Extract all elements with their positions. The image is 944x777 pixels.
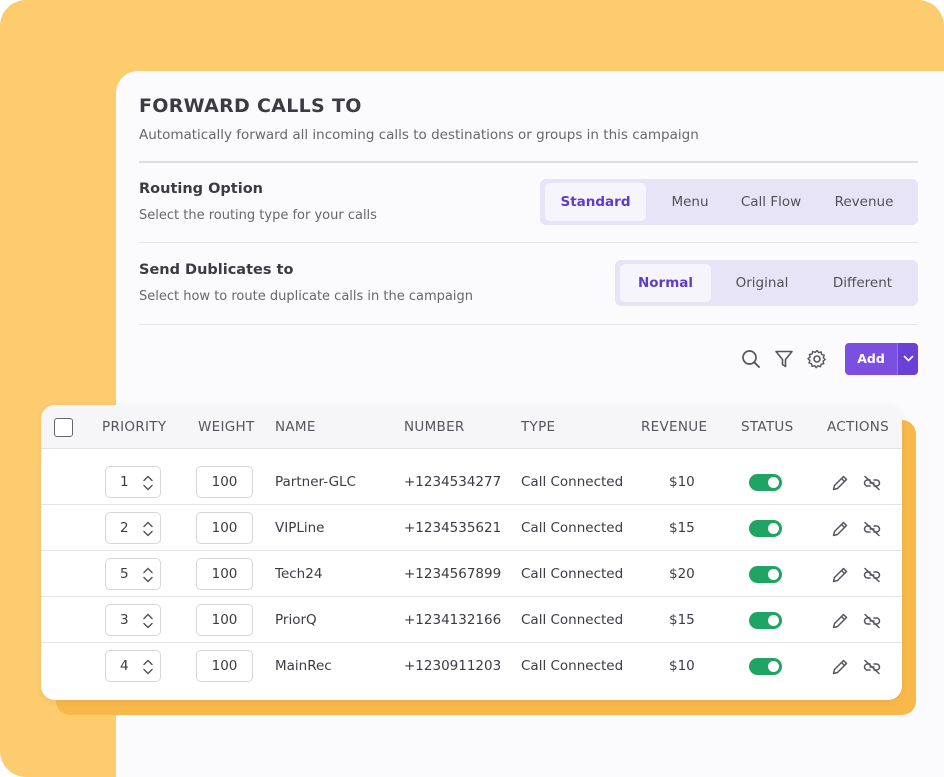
edit-pencil-icon[interactable]: [830, 473, 850, 493]
stepper-arrows-icon[interactable]: [142, 520, 154, 538]
unlink-icon[interactable]: [862, 473, 882, 493]
edit-pencil-icon[interactable]: [830, 657, 850, 677]
column-header-revenue[interactable]: REVENUE: [641, 419, 708, 435]
add-button[interactable]: Add: [845, 343, 897, 375]
column-header-status[interactable]: STATUS: [741, 419, 794, 435]
revenue-value: $10: [669, 474, 695, 490]
weight-input[interactable]: 100: [196, 604, 253, 636]
unlink-icon[interactable]: [862, 611, 882, 631]
column-header-weight[interactable]: WEIGHT: [198, 419, 255, 435]
destination-number: +1234567899: [404, 566, 502, 582]
search-icon[interactable]: [740, 348, 762, 370]
routing-option-revenue[interactable]: Revenue: [834, 194, 894, 210]
routing-option-standard[interactable]: Standard: [545, 183, 646, 221]
call-type: Call Connected: [521, 566, 624, 582]
destination-number: +1230911203: [404, 658, 502, 674]
weight-input[interactable]: 100: [196, 558, 253, 590]
duplicates-option-description: Select how to route duplicate calls in t…: [139, 289, 473, 304]
table-row: 3 100 PriorQ +1234132166 Call Connected $15: [41, 597, 902, 643]
destination-number: +1234535621: [404, 520, 502, 536]
edit-pencil-icon[interactable]: [830, 611, 850, 631]
page-subtitle: Automatically forward all incoming calls…: [139, 127, 699, 143]
routing-option-segmented-control: Standard Menu Call Flow Revenue: [540, 179, 918, 225]
duplicates-option-different[interactable]: Different: [832, 275, 893, 291]
priority-stepper[interactable]: 4: [105, 650, 161, 682]
select-all-checkbox[interactable]: [54, 418, 73, 437]
stepper-arrows-icon[interactable]: [142, 474, 154, 492]
status-toggle[interactable]: [749, 566, 782, 583]
duplicates-option-normal[interactable]: Normal: [620, 264, 711, 302]
page-title: FORWARD CALLS TO: [139, 95, 362, 117]
column-header-number[interactable]: NUMBER: [404, 419, 465, 435]
column-header-priority[interactable]: PRIORITY: [102, 419, 167, 435]
edit-pencil-icon[interactable]: [830, 565, 850, 585]
call-type: Call Connected: [521, 658, 624, 674]
weight-input[interactable]: 100: [196, 650, 253, 682]
table-row: 2 100 VIPLine +1234535621 Call Connected $15: [41, 505, 902, 551]
destination-number: +1234534277: [404, 474, 502, 490]
priority-value: 4: [120, 658, 129, 674]
destinations-table: PRIORITY WEIGHT NAME NUMBER TYPE REVENUE…: [41, 405, 902, 700]
unlink-icon[interactable]: [862, 519, 882, 539]
revenue-value: $15: [669, 612, 695, 628]
column-header-type[interactable]: TYPE: [521, 419, 556, 435]
status-toggle[interactable]: [749, 612, 782, 629]
routing-option-menu[interactable]: Menu: [671, 194, 709, 210]
priority-stepper[interactable]: 5: [105, 558, 161, 590]
priority-value: 2: [120, 520, 129, 536]
gear-icon[interactable]: [806, 348, 828, 370]
destination-name: PriorQ: [275, 612, 317, 628]
duplicates-option-title: Send Dublicates to: [139, 262, 294, 278]
destination-name: VIPLine: [275, 520, 325, 536]
status-toggle[interactable]: [749, 474, 782, 491]
add-dropdown-button[interactable]: [897, 343, 918, 375]
edit-pencil-icon[interactable]: [830, 519, 850, 539]
priority-stepper[interactable]: 3: [105, 604, 161, 636]
divider: [139, 324, 918, 325]
stepper-arrows-icon[interactable]: [142, 566, 154, 584]
priority-value: 1: [120, 474, 129, 490]
table-row: 1 100 Partner-GLC +1234534277 Call Connected…: [41, 459, 902, 505]
table-header: PRIORITY WEIGHT NAME NUMBER TYPE REVENUE…: [41, 405, 902, 449]
destination-number: +1234132166: [404, 612, 502, 628]
status-toggle[interactable]: [749, 658, 782, 675]
column-header-actions: ACTIONS: [827, 419, 890, 435]
stepper-arrows-icon[interactable]: [142, 612, 154, 630]
status-toggle[interactable]: [749, 520, 782, 537]
priority-stepper[interactable]: 2: [105, 512, 161, 544]
weight-input[interactable]: 100: [196, 466, 253, 498]
destination-name: Partner-GLC: [275, 474, 356, 490]
priority-stepper[interactable]: 1: [105, 466, 161, 498]
duplicates-option-original[interactable]: Original: [735, 275, 789, 291]
call-type: Call Connected: [521, 520, 624, 536]
divider: [139, 242, 918, 243]
revenue-value: $10: [669, 658, 695, 674]
unlink-icon[interactable]: [862, 657, 882, 677]
duplicates-segmented-control: Normal Original Different: [615, 260, 918, 306]
divider: [139, 161, 918, 163]
priority-value: 3: [120, 612, 129, 628]
routing-option-call-flow[interactable]: Call Flow: [740, 194, 802, 210]
revenue-value: $20: [669, 566, 695, 582]
unlink-icon[interactable]: [862, 565, 882, 585]
column-header-name[interactable]: NAME: [275, 419, 316, 435]
filter-icon[interactable]: [773, 348, 795, 370]
routing-option-title: Routing Option: [139, 181, 263, 197]
routing-option-description: Select the routing type for your calls: [139, 208, 377, 223]
call-type: Call Connected: [521, 474, 624, 490]
revenue-value: $15: [669, 520, 695, 536]
table-row: 5 100 Tech24 +1234567899 Call Connected $20: [41, 551, 902, 597]
priority-value: 5: [120, 566, 129, 582]
chevron-down-icon: [903, 355, 914, 362]
stepper-arrows-icon[interactable]: [142, 658, 154, 676]
destination-name: MainRec: [275, 658, 332, 674]
weight-input[interactable]: 100: [196, 512, 253, 544]
call-type: Call Connected: [521, 612, 624, 628]
destination-name: Tech24: [275, 566, 323, 582]
table-row: 4 100 MainRec +1230911203 Call Connected $10: [41, 643, 902, 689]
